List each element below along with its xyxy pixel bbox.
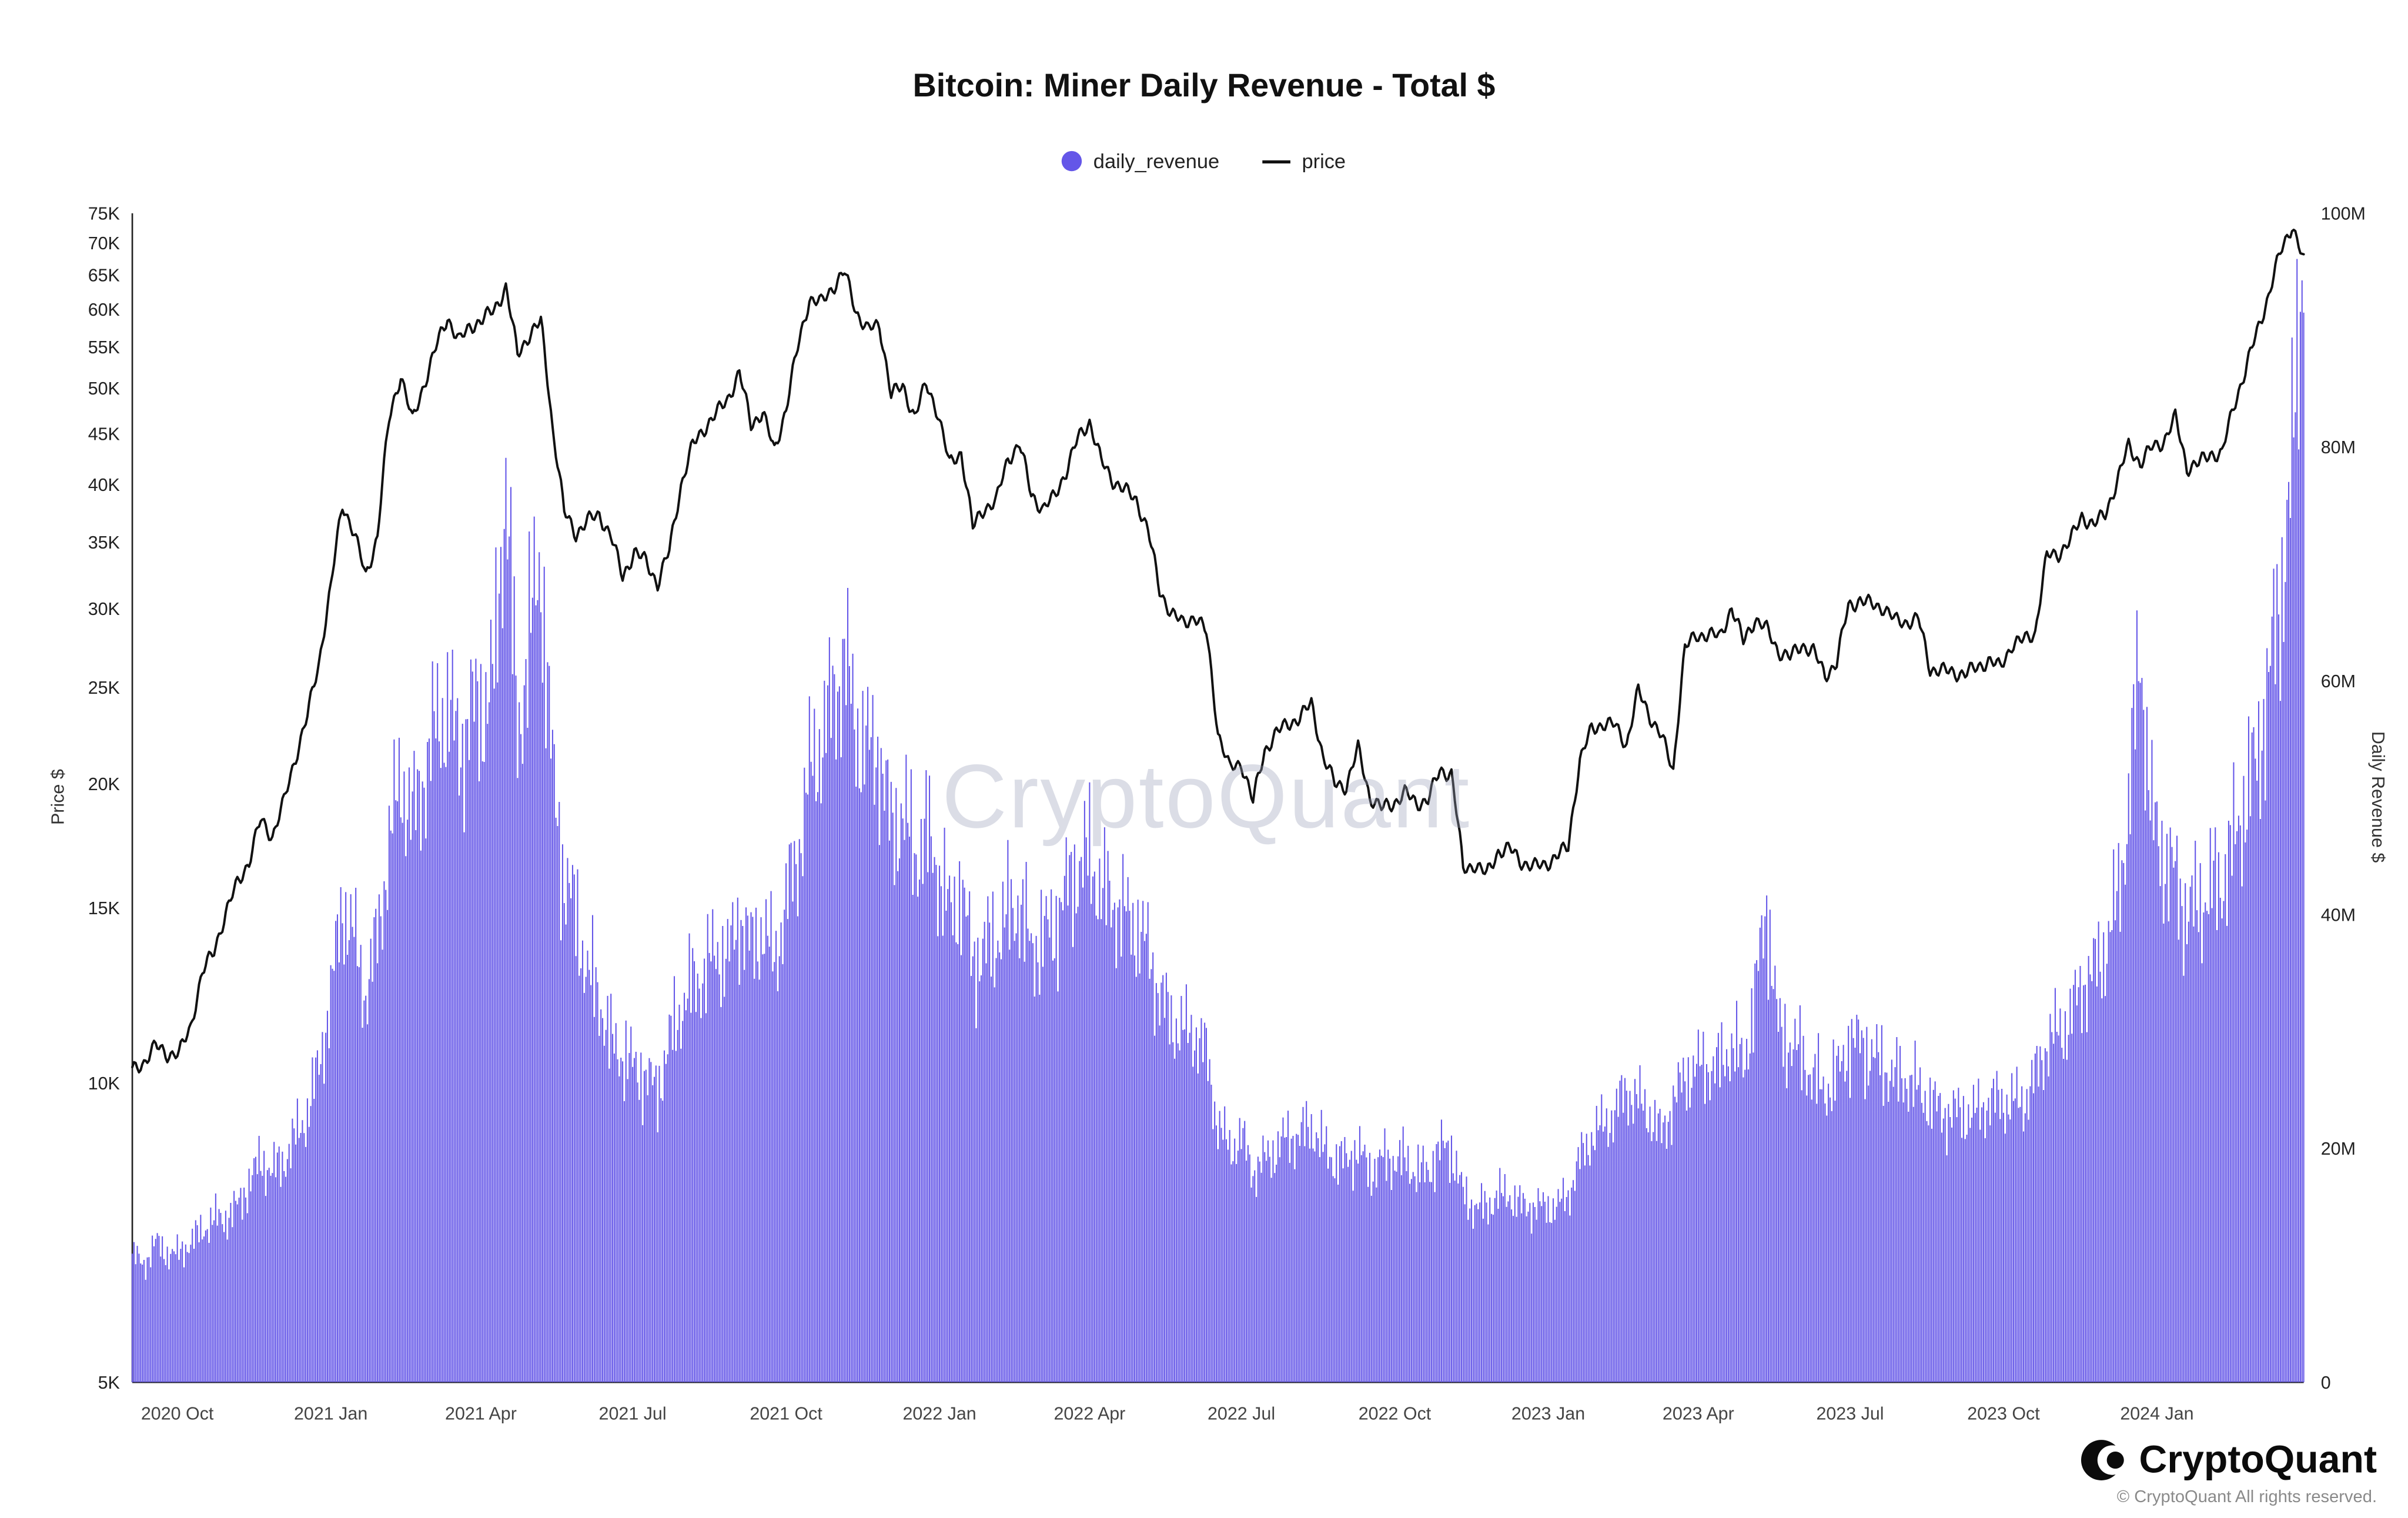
x-axis-tick-label: 2023 Oct	[1967, 1404, 2040, 1424]
price-line	[131, 228, 2305, 1074]
left-axis-tick-label: 25K	[88, 678, 120, 698]
legend-item-price[interactable]: price	[1263, 149, 1346, 173]
left-axis-tick-label: 75K	[88, 203, 120, 223]
left-axis-title: Price $	[49, 769, 69, 825]
x-axis-tick-label: 2021 Jan	[294, 1404, 367, 1424]
x-axis-tick-label: 2022 Jul	[1208, 1404, 1275, 1424]
right-axis-tick-label: 80M	[2321, 437, 2356, 457]
right-axis-tick-label: 40M	[2321, 905, 2356, 925]
daily-revenue-marker-icon	[1062, 151, 1083, 172]
daily-revenue-bars	[132, 259, 2305, 1383]
right-axis-tick-label: 100M	[2321, 203, 2366, 223]
x-axis-tick-label: 2021 Jul	[599, 1404, 667, 1424]
x-axis-tick-label: 2024 Jan	[2120, 1404, 2193, 1424]
x-axis-tick-label: 2021 Oct	[750, 1404, 822, 1424]
x-axis-tick-label: 2023 Jan	[1511, 1404, 1585, 1424]
left-axis-tick-label: 45K	[88, 424, 120, 444]
left-axis-tick-label: 60K	[88, 300, 120, 320]
cryptoquant-logo-icon	[2081, 1440, 2127, 1480]
right-axis-title: Daily Revenue $	[2367, 731, 2386, 863]
legend: daily_revenue price	[0, 149, 2408, 173]
legend-item-daily-revenue[interactable]: daily_revenue	[1062, 149, 1219, 173]
x-axis-tick-label: 2021 Apr	[445, 1404, 517, 1424]
x-axis-tick-label: 2022 Oct	[1359, 1404, 1432, 1424]
right-axis-tick-label: 0	[2321, 1373, 2331, 1393]
right-axis-tick-label: 60M	[2321, 671, 2356, 691]
x-axis-tick-label: 2022 Jan	[902, 1404, 976, 1424]
footer-brand-text: CryptoQuant	[2139, 1437, 2377, 1482]
x-axis-tick-label: 2022 Apr	[1054, 1404, 1125, 1424]
left-axis-tick-label: 65K	[88, 265, 120, 285]
footer-brand: CryptoQuant	[2080, 1437, 2377, 1483]
left-axis-tick-label: 30K	[88, 599, 120, 619]
left-axis-tick-label: 10K	[88, 1074, 120, 1094]
left-axis-tick-label: 50K	[88, 379, 120, 399]
left-axis-tick-label: 40K	[88, 475, 120, 495]
left-axis-tick-label: 55K	[88, 337, 120, 357]
right-axis-tick-label: 20M	[2321, 1139, 2356, 1159]
legend-label-daily-revenue: daily_revenue	[1093, 149, 1220, 173]
legend-label-price: price	[1302, 149, 1346, 173]
x-axis-tick-label: 2023 Jul	[1816, 1404, 1884, 1424]
x-axis-tick-label: 2020 Oct	[141, 1404, 214, 1424]
left-axis-tick-label: 5K	[98, 1373, 120, 1393]
price-marker-icon	[1263, 159, 1291, 163]
left-axis-tick-label: 15K	[88, 898, 120, 918]
chart-title: Bitcoin: Miner Daily Revenue - Total $	[912, 68, 1496, 105]
left-axis-tick-label: 20K	[88, 774, 120, 794]
x-axis-tick-label: 2023 Apr	[1663, 1404, 1734, 1424]
left-axis-tick-label: 70K	[88, 233, 120, 253]
footer-copyright: © CryptoQuant All rights reserved.	[2116, 1488, 2377, 1507]
left-axis-tick-label: 35K	[88, 533, 120, 553]
